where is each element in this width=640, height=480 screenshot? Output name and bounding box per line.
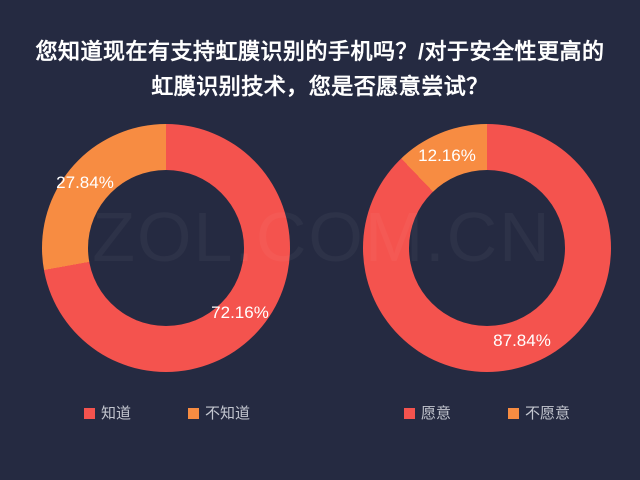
donut-chart-willingness bbox=[363, 124, 611, 372]
slice-label-willing-pct: 87.84% bbox=[493, 331, 551, 350]
legend-item-know: 知道 bbox=[84, 406, 131, 421]
slice-label-unknow-pct: 27.84% bbox=[56, 173, 114, 192]
legend-label-unwilling: 不愿意 bbox=[525, 405, 571, 422]
chart-title-line2: 虹膜识别技术，您是否愿意尝试？ bbox=[151, 74, 489, 99]
legend-swatch-willing bbox=[404, 408, 415, 419]
legend-label-know: 知道 bbox=[101, 405, 132, 422]
legend-item-unknow: 不知道 bbox=[188, 406, 250, 421]
donut-hole bbox=[88, 170, 244, 326]
legend-swatch-unknow bbox=[188, 408, 199, 419]
slice-label-know-pct: 72.16% bbox=[211, 303, 269, 322]
chart-title: 您知道现在有支持虹膜识别的手机吗？/对于安全性更高的 虹膜识别技术，您是否愿意尝… bbox=[0, 34, 640, 104]
chart-title-line1: 您知道现在有支持虹膜识别的手机吗？/对于安全性更高的 bbox=[35, 39, 605, 64]
legend-label-unknow: 不知道 bbox=[205, 405, 251, 422]
donut-chart-awareness bbox=[42, 124, 290, 372]
slice-label-unwilling-pct: 12.16% bbox=[418, 146, 476, 165]
legend-swatch-unwilling bbox=[508, 408, 519, 419]
legend-item-willing: 愿意 bbox=[404, 406, 451, 421]
legend-item-unwilling: 不愿意 bbox=[508, 406, 570, 421]
legend-swatch-know bbox=[84, 408, 95, 419]
legend-label-willing: 愿意 bbox=[421, 405, 452, 422]
donut-hole bbox=[409, 170, 565, 326]
